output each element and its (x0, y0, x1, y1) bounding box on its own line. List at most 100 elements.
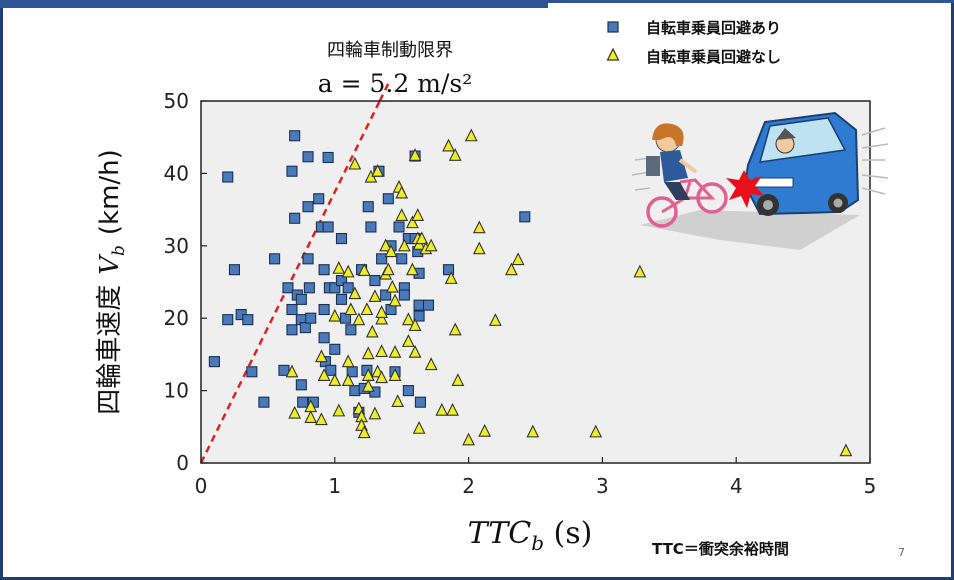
data-point-avoid (222, 314, 234, 326)
data-point-no-avoid (402, 334, 415, 347)
data-point-no-avoid (589, 424, 603, 438)
y-axis-label-sub: b (109, 245, 129, 256)
data-point-avoid (393, 221, 405, 233)
car-icon (743, 111, 860, 216)
y-tick-label: 30 (164, 234, 189, 258)
data-point-no-avoid (371, 163, 385, 177)
data-point-avoid (396, 253, 408, 265)
data-point-no-avoid (315, 349, 328, 363)
data-point-no-avoid (478, 423, 492, 437)
data-point-no-avoid (348, 156, 362, 170)
data-point-avoid (322, 151, 334, 164)
data-point-avoid (297, 396, 309, 408)
data-point-no-avoid (406, 215, 419, 229)
data-point-no-avoid (412, 421, 426, 434)
y-tick-label: 50 (164, 89, 189, 113)
data-point-no-avoid (384, 244, 398, 258)
data-point-avoid (295, 379, 307, 391)
data-point-no-avoid (446, 402, 459, 416)
data-point-avoid (318, 332, 330, 344)
data-point-no-avoid (633, 264, 647, 278)
data-point-avoid (362, 201, 374, 213)
data-point-no-avoid (505, 262, 518, 276)
data-point-avoid (380, 289, 392, 301)
data-point-avoid (413, 310, 425, 322)
legend-marker-square (607, 21, 619, 33)
data-point-no-avoid (365, 324, 379, 338)
data-point-avoid (342, 282, 354, 294)
data-point-no-avoid (388, 368, 402, 381)
data-point-avoid (302, 151, 314, 163)
data-point-avoid (258, 396, 270, 408)
data-point-no-avoid (839, 443, 853, 457)
data-point-no-avoid (288, 405, 302, 419)
x-tick-label: 4 (730, 474, 743, 498)
data-point-no-avoid (526, 424, 540, 438)
data-point-avoid (282, 282, 294, 294)
data-point-avoid (382, 193, 394, 205)
data-point-avoid (318, 264, 330, 276)
y-tick-label: 10 (164, 379, 189, 403)
data-point-no-avoid (385, 279, 399, 293)
data-point-avoid (269, 253, 281, 265)
impact-star-icon (726, 170, 764, 208)
speed-lines (631, 127, 889, 195)
data-point-avoid (376, 253, 388, 265)
y-tick-label: 20 (164, 306, 189, 330)
y-axis-label-var: V (95, 254, 125, 275)
ttc-definition-note: TTC＝衝突余裕時間 (652, 540, 789, 558)
data-point-avoid (302, 253, 314, 265)
x-tick-label: 2 (462, 474, 475, 498)
data-point-no-avoid (375, 311, 389, 325)
legend-label-no-avoid: 自転車乗員回避なし (646, 48, 781, 66)
data-point-no-avoid (357, 425, 371, 439)
slide-header-line (548, 0, 954, 3)
data-point-avoid (422, 299, 435, 311)
data-point-no-avoid (341, 264, 355, 278)
x-axis-label-sub: b (531, 531, 544, 555)
data-point-no-avoid (368, 406, 382, 420)
x-axis-label: TTCb (s) (468, 516, 593, 555)
data-point-no-avoid (285, 364, 299, 378)
data-point-no-avoid (328, 308, 342, 322)
data-point-no-avoid (379, 238, 393, 252)
data-point-no-avoid (406, 262, 419, 276)
cyclist-icon (646, 123, 698, 200)
data-point-avoid (222, 171, 234, 183)
data-point-no-avoid (395, 208, 409, 221)
data-point-avoid (246, 366, 258, 378)
data-point-no-avoid (368, 289, 382, 303)
data-point-no-avoid (408, 344, 422, 358)
data-point-avoid (345, 324, 357, 336)
data-point-no-avoid (415, 231, 429, 245)
legend: 自転車乗員回避あり 自転車乗員回避なし (606, 19, 781, 66)
data-point-no-avoid (341, 354, 355, 368)
data-point-avoid (286, 324, 298, 336)
data-point-avoid (313, 193, 325, 205)
data-point-no-avoid (388, 293, 402, 307)
data-point-no-avoid (341, 373, 355, 387)
slide-header-bar (0, 0, 548, 8)
data-point-avoid (302, 201, 314, 213)
data-point-avoid (286, 303, 298, 316)
data-point-no-avoid (388, 344, 402, 358)
data-point-no-avoid (448, 322, 462, 336)
data-point-no-avoid (451, 373, 465, 387)
x-axis-label-unit: (s) (544, 516, 592, 551)
data-point-no-avoid (408, 148, 422, 161)
data-point-no-avoid (332, 261, 346, 274)
y-axis-label: 四輪車速度 Vb (km/h) (95, 149, 129, 415)
data-point-avoid (286, 165, 298, 177)
data-point-avoid (369, 386, 381, 398)
data-point-no-avoid (395, 185, 409, 199)
y-tick-label: 0 (176, 451, 189, 475)
data-point-avoid (369, 275, 381, 287)
data-point-no-avoid (348, 286, 362, 300)
data-point-avoid (299, 322, 311, 334)
data-point-no-avoid (462, 432, 475, 446)
data-point-no-avoid (472, 241, 486, 255)
data-point-no-avoid (472, 220, 486, 234)
y-axis-label-text: 四輪車速度 (95, 285, 125, 415)
